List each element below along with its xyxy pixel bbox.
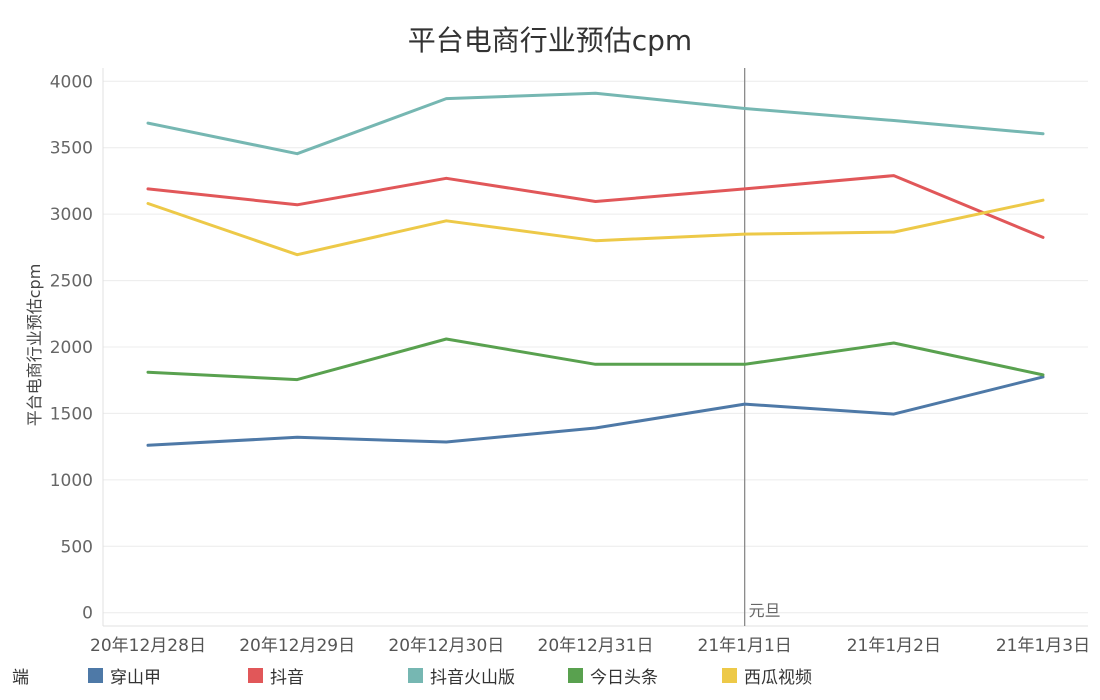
legend-label: 穿山甲 — [110, 668, 161, 688]
y-tick-label: 2000 — [50, 338, 93, 358]
series-lines — [146, 91, 1045, 447]
gridlines — [102, 68, 1088, 627]
y-tick-label: 2500 — [50, 272, 93, 292]
y-axis-label: 平台电商行业预估cpm — [25, 264, 44, 427]
legend-swatch — [722, 668, 737, 683]
x-axis-ticks: 20年12月28日 20年12月29日 20年12月30日 20年12月31日 21年1… — [90, 636, 1090, 656]
y-tick-label: 500 — [61, 537, 93, 557]
legend-swatch — [568, 668, 583, 683]
annotations: 元旦 — [744, 68, 781, 626]
y-tick-label: 3500 — [50, 139, 93, 159]
legend-label: 抖音火山版 — [430, 668, 515, 688]
legend-swatch — [408, 668, 423, 683]
chart-title: 平台电商行业预估cpm — [408, 24, 692, 57]
x-tick-label: 20年12月31日 — [538, 636, 654, 656]
annotation-label: 元旦 — [749, 601, 781, 620]
legend-label: 今日头条 — [590, 668, 658, 688]
legend-title: 端 — [12, 668, 29, 688]
y-tick-label: 1500 — [50, 404, 93, 424]
y-tick-label: 3000 — [50, 205, 93, 225]
x-tick-label: 21年1月3日 — [996, 636, 1090, 656]
legend-swatch — [248, 668, 263, 683]
x-tick-label: 20年12月29日 — [239, 636, 355, 656]
legend-label: 西瓜视频 — [744, 668, 812, 688]
legend-label: 抖音 — [270, 668, 304, 688]
legend-swatch — [88, 668, 103, 683]
y-tick-label: 4000 — [50, 72, 93, 92]
x-tick-label: 21年1月2日 — [847, 636, 941, 656]
y-tick-label: 0 — [82, 604, 93, 624]
x-tick-label: 20年12月28日 — [90, 636, 206, 656]
series-line — [146, 375, 1045, 447]
series-line — [146, 198, 1045, 257]
series-line — [146, 337, 1045, 382]
series-line — [146, 174, 1045, 239]
series-line — [146, 91, 1045, 156]
x-tick-label: 21年1月1日 — [698, 636, 792, 656]
y-axis-ticks: 0 500 1000 1500 2000 2500 3000 3500 4000 — [50, 72, 93, 623]
x-tick-label: 20年12月30日 — [388, 636, 504, 656]
y-tick-label: 1000 — [50, 471, 93, 491]
legend: 端 穿山甲 抖音 抖音火山版 今日头条 西瓜视频 — [12, 668, 812, 688]
